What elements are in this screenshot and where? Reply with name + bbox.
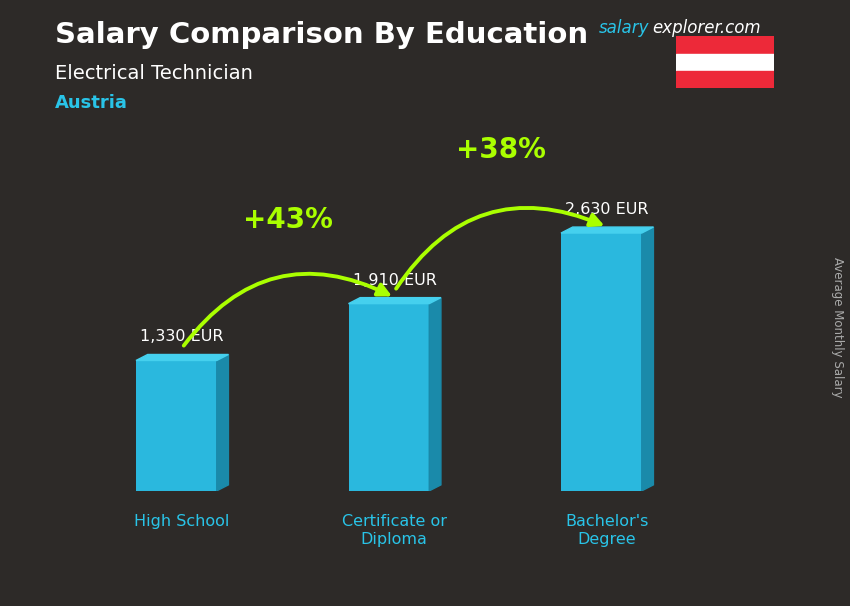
Text: Electrical Technician: Electrical Technician — [55, 64, 253, 82]
Polygon shape — [642, 227, 654, 491]
Text: Austria: Austria — [55, 94, 128, 112]
Text: 1,910 EUR: 1,910 EUR — [353, 273, 437, 288]
Text: +38%: +38% — [456, 136, 546, 164]
Polygon shape — [429, 298, 441, 491]
Text: High School: High School — [134, 514, 230, 529]
Text: 1,330 EUR: 1,330 EUR — [140, 330, 224, 344]
Bar — [676, 71, 774, 88]
Text: Salary Comparison By Education: Salary Comparison By Education — [55, 21, 588, 49]
Polygon shape — [561, 227, 654, 233]
Bar — [561, 233, 642, 491]
Bar — [676, 53, 774, 71]
Text: Certificate or
Diploma: Certificate or Diploma — [342, 514, 447, 547]
Text: salary: salary — [599, 19, 649, 38]
Bar — [136, 361, 217, 491]
Text: Average Monthly Salary: Average Monthly Salary — [830, 257, 844, 398]
Text: explorer.com: explorer.com — [652, 19, 761, 38]
Bar — [676, 36, 774, 53]
Text: Bachelor's
Degree: Bachelor's Degree — [565, 514, 649, 547]
Polygon shape — [136, 355, 229, 361]
Text: +43%: +43% — [243, 206, 333, 235]
Text: 2,630 EUR: 2,630 EUR — [565, 202, 649, 217]
Polygon shape — [217, 355, 229, 491]
Polygon shape — [348, 298, 441, 304]
Bar — [348, 304, 429, 491]
